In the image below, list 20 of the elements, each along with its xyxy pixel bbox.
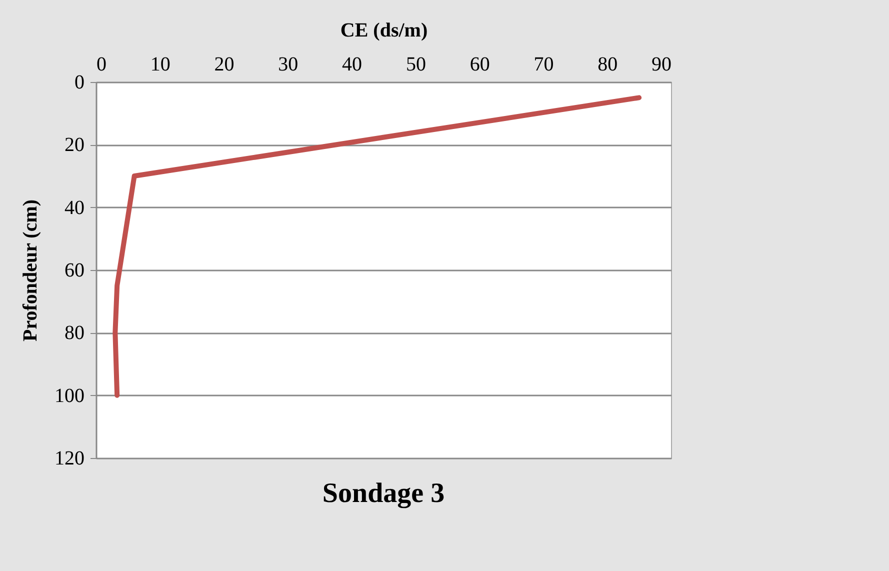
- y-tick-label: 60: [64, 260, 84, 282]
- y-tick-label: 40: [64, 196, 84, 219]
- text: Sondage 3: [322, 478, 445, 509]
- x-tick-label: 80: [598, 54, 618, 76]
- x-tick-label: 90: [652, 54, 672, 76]
- x-tick-label: 10: [150, 54, 170, 76]
- x-tick-label: 40: [342, 54, 362, 76]
- y-axis-title: Profondeur (cm): [20, 199, 42, 342]
- x-tick-label: 70: [534, 54, 554, 76]
- x-axis-title: CE (ds/m): [340, 20, 428, 42]
- x-tick-label: 20: [214, 54, 234, 76]
- y-tick-label: 100: [54, 384, 84, 407]
- x-tick-label: 0: [96, 54, 106, 76]
- y-tick-label: 80: [64, 322, 84, 344]
- y-tick-label: 120: [54, 448, 84, 470]
- y-tick-label: 0: [74, 72, 84, 94]
- x-tick-label: 60: [470, 54, 490, 76]
- x-tick-label: 50: [406, 54, 426, 76]
- x-tick-label: 30: [278, 54, 298, 76]
- y-tick-label: 20: [64, 134, 84, 156]
